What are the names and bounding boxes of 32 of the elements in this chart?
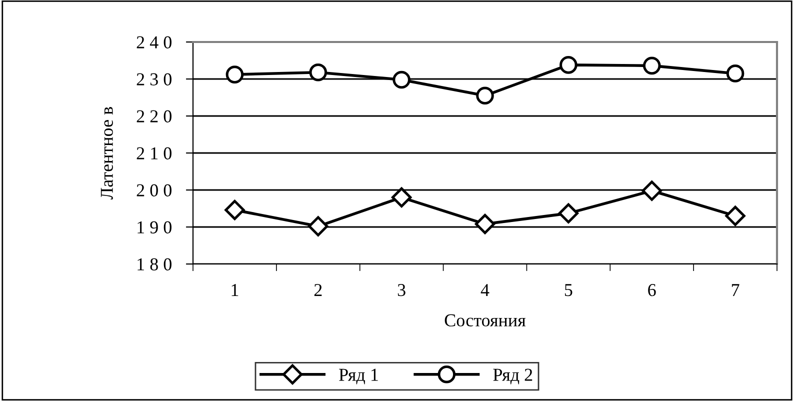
y-tick-label: 2 3 0 [136,73,172,86]
y-tick-label: 1 9 0 [138,221,172,234]
x-tick-label: 3 [398,284,406,296]
point [726,64,744,82]
y-tick-label: 2 1 0 [136,147,172,160]
y-tick-label: 2 0 0 [136,184,172,196]
point [642,56,661,75]
point [309,63,328,82]
x-tick-label: 6 [648,284,656,296]
point [391,187,412,208]
y-tick-label: 1 8 0 [138,258,172,270]
point [642,180,662,201]
point [224,200,245,220]
point [226,66,244,84]
x-axis-title: Состояния [444,314,526,326]
point [725,206,746,226]
x-tick-label: 7 [732,284,740,296]
point [308,216,328,236]
legend-label: Ряд 1 [339,368,378,384]
y-axis-title: Латентное в [100,107,113,200]
x-tick-label: 4 [480,284,490,296]
point [560,56,578,74]
point [476,86,494,105]
x-tick-label: 1 [232,284,238,296]
x-tick-label: 5 [564,284,572,296]
point [392,70,410,89]
y-tick-label: 2 4 0 [136,36,172,48]
x-tick-label: 2 [314,284,322,296]
y-tick-label: 2 2 0 [136,110,172,122]
point [474,214,496,234]
legend-label: Ряд 2 [493,368,532,384]
point [558,203,579,224]
